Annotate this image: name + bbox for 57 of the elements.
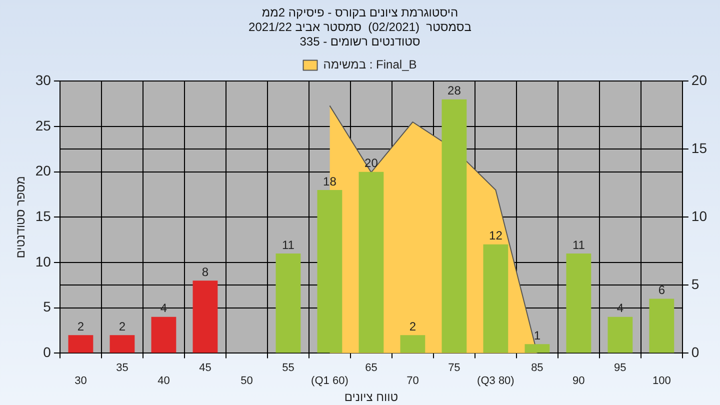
y-tick-label: 0 [43,344,52,360]
bar [483,244,508,353]
bar [524,344,550,353]
data-label: 11 [282,238,295,252]
y-tick-label: 25 [35,117,52,134]
data-label: 8 [202,264,209,279]
data-label: 18 [323,174,337,188]
x-tick-label: (Q3 80) [477,375,514,388]
x-tick-label: 95 [614,362,626,374]
x-tick-label: 40 [158,375,170,388]
x-tick-label: 70 [406,375,419,388]
x-tick-label: 85 [531,362,544,374]
x-tick-label: 45 [199,362,212,374]
y-tick-label: 30 [35,72,52,88]
y2-tick-label: 0 [691,344,700,360]
y-tick-label: 5 [43,298,52,315]
bar [68,335,94,353]
x-tick-label: 90 [572,375,585,388]
x-tick-label: 55 [282,362,294,374]
y2-tick-label: 5 [691,276,700,292]
y-tick-label: 10 [35,253,52,270]
chart-title: היסטוגרמת ציונים בקורס - פיסיקה 2ממ בסמסטר (02/2021) סמסטר אביב 2021/22 סטודנטים רשומים - 335 [248,6,472,48]
bar [276,253,301,353]
bar [110,335,135,353]
bar [151,316,176,353]
data-label: 2 [409,319,416,334]
x-tick-label: (Q1 60) [311,375,348,388]
bar [358,172,384,353]
bar [192,280,218,353]
bar [317,190,342,353]
data-label: 6 [658,283,666,298]
bar [649,298,674,353]
y2-tick-label: 15 [691,140,708,156]
bar [566,253,592,353]
data-label: 2 [77,319,84,334]
y2-tick-label: 10 [691,208,708,224]
bar [608,316,633,353]
y2-tick-label: 20 [691,72,708,88]
bar [442,99,467,353]
x-tick-label: 75 [448,362,460,374]
data-label: 1 [534,328,541,342]
data-label: 2 [118,319,126,334]
x-tick-label: 30 [74,375,87,388]
data-label: 20 [364,156,378,170]
y-tick-label: 20 [35,162,52,179]
x-tick-label: 65 [365,362,378,374]
x-tick-label: 50 [240,375,253,388]
x-tick-label: 35 [116,362,128,374]
y-tick-label: 15 [35,208,52,224]
bar [400,335,426,353]
data-label: 11 [572,238,586,252]
data-label: 28 [448,84,462,98]
y-axis-title: מספר סטודנטים [14,176,28,258]
x-tick-label: 100 [652,375,671,388]
data-label: 12 [489,228,503,243]
legend-label: במשימה : Final_B [323,58,417,72]
x-axis-title: טווח ציונים [344,390,398,404]
